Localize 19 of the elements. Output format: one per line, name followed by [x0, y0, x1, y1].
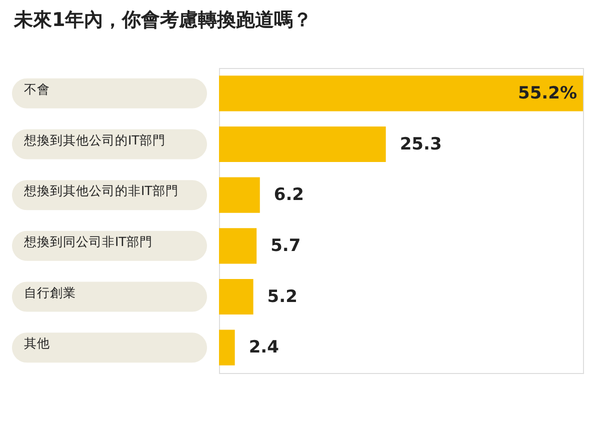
- data-label: 2.4: [248, 338, 280, 358]
- y-tick-label: 其他: [24, 336, 50, 351]
- bar: [219, 126, 386, 162]
- chart-title: 未來1年內，你會考慮轉換跑道嗎？: [13, 9, 312, 31]
- y-tick-label: 不會: [24, 81, 50, 96]
- data-label: 6.2: [274, 185, 304, 206]
- bar: [219, 278, 254, 315]
- bar: [219, 76, 583, 112]
- data-label: 5.2: [267, 286, 298, 307]
- y-tick-label: 想換到同公司非IT部門: [23, 234, 152, 249]
- y-tick-label: 想換到其他公司的非IT部門: [23, 183, 178, 198]
- bar: [219, 330, 235, 366]
- y-tick-label: 想換到其他公司的IT部門: [23, 132, 166, 148]
- data-label: 5.7: [270, 236, 301, 256]
- y-tick-label: 自行創業: [24, 284, 76, 300]
- data-label: 25.3: [400, 134, 442, 154]
- bar: [219, 228, 257, 264]
- data-label: 55.2%: [518, 83, 577, 104]
- bar: [219, 177, 260, 213]
